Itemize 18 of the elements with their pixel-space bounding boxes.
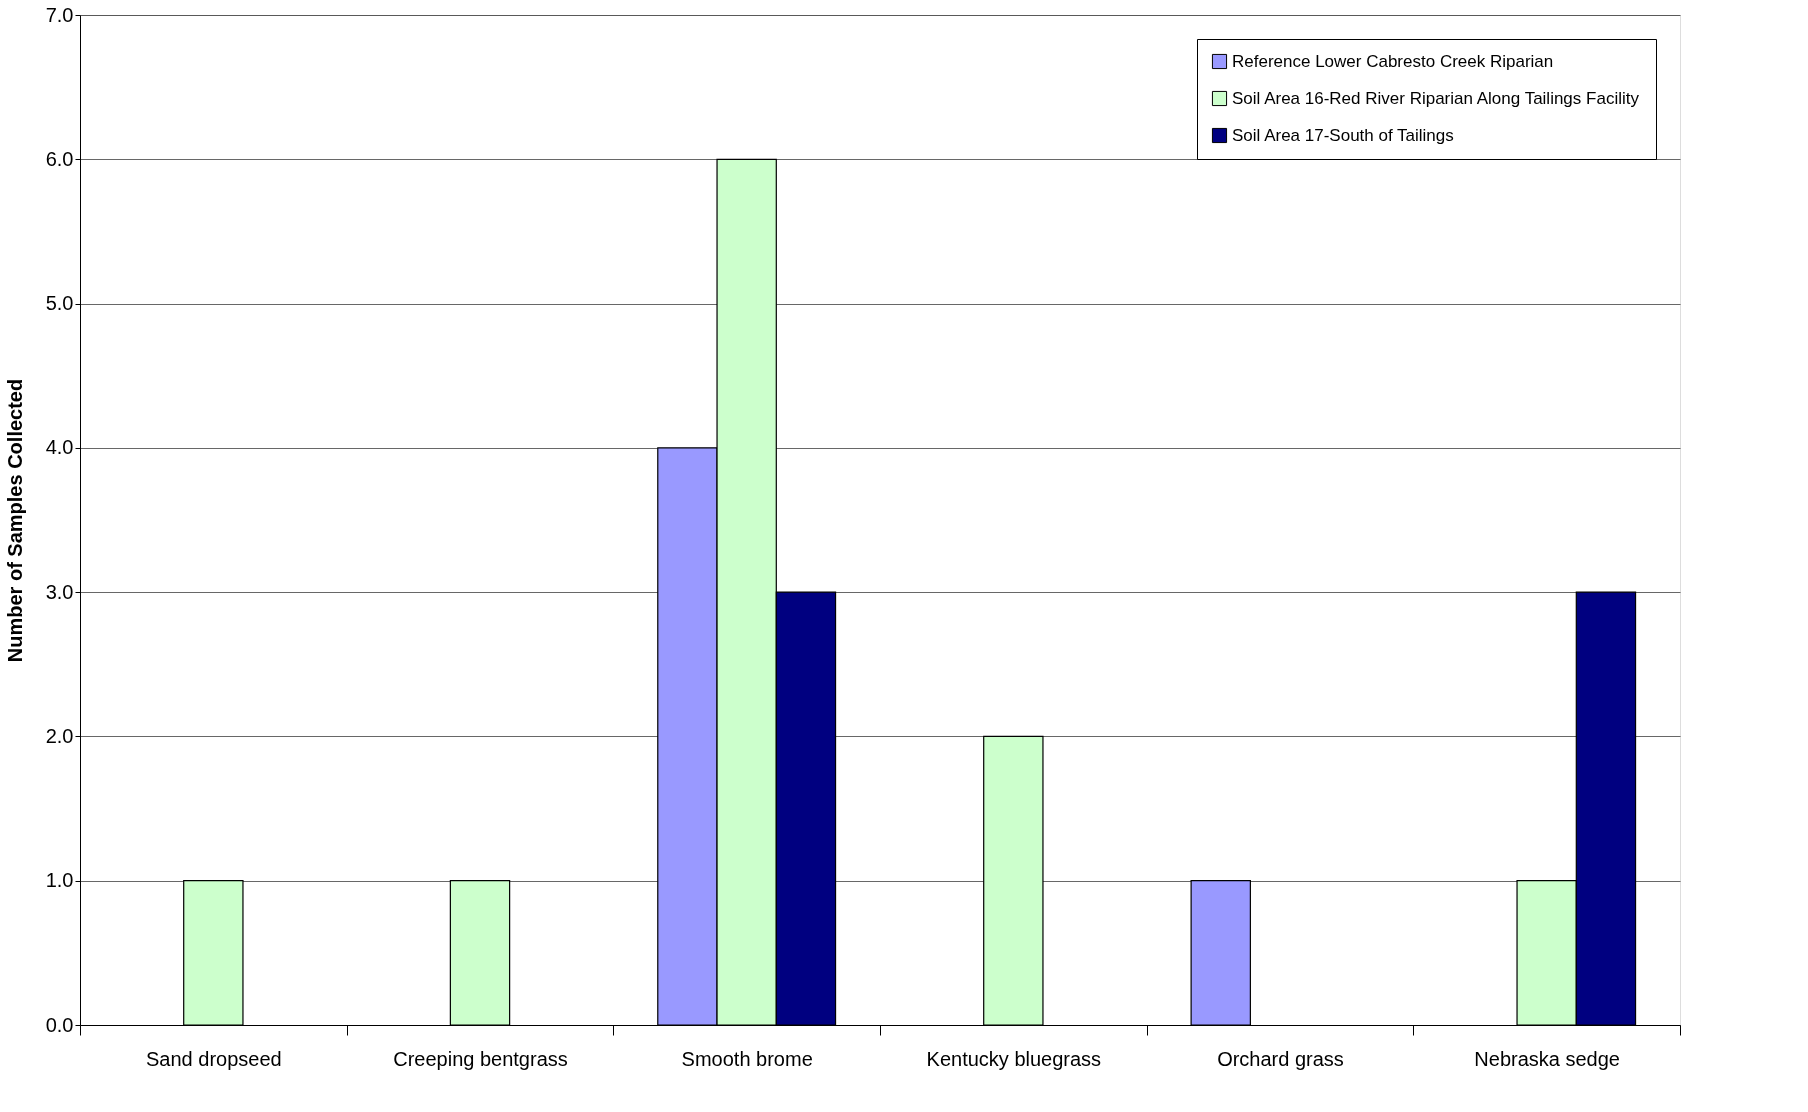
y-tick-label: 4.0 bbox=[45, 436, 74, 459]
y-tick-label: 7.0 bbox=[45, 3, 74, 26]
y-tick-label: 1.0 bbox=[45, 869, 74, 892]
x-tick-label: Creeping bentgrass bbox=[393, 1047, 568, 1070]
x-tick-label: Smooth brome bbox=[681, 1047, 813, 1070]
y-axis-title: Number of Samples Collected bbox=[3, 378, 26, 663]
x-tick-label: Kentucky bluegrass bbox=[926, 1047, 1102, 1070]
x-tick-label: Sand dropseed bbox=[146, 1047, 282, 1070]
y-tick-label: 5.0 bbox=[45, 292, 74, 315]
x-tick-label: Nebraska sedge bbox=[1474, 1047, 1620, 1070]
y-tick-label: 3.0 bbox=[45, 580, 74, 603]
y-tick-label: 0.0 bbox=[45, 1013, 74, 1036]
y-tick-label: 2.0 bbox=[45, 724, 74, 747]
legend-label: Reference Lower Cabresto Creek Riparian bbox=[1232, 51, 1554, 71]
legend-label: Soil Area 17-South of Tailings bbox=[1232, 125, 1454, 145]
y-tick-label: 6.0 bbox=[45, 147, 74, 170]
legend-label: Soil Area 16-Red River Riparian Along Tailings Facility bbox=[1232, 88, 1640, 108]
x-tick-label: Orchard grass bbox=[1217, 1047, 1344, 1070]
